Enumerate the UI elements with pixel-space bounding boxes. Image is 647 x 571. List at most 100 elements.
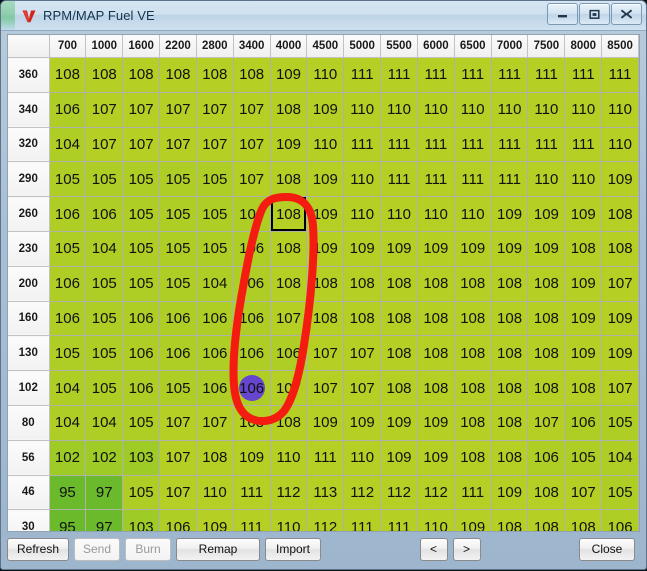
ve-cell[interactable]: 102 — [48, 439, 87, 476]
ve-cell[interactable]: 109 — [232, 439, 271, 476]
ve-cell[interactable]: 107 — [195, 404, 234, 441]
ve-cell[interactable]: 104 — [48, 126, 87, 163]
ve-cell[interactable]: 109 — [527, 230, 566, 267]
ve-cell[interactable]: 108 — [490, 404, 529, 441]
ve-cell[interactable]: 108 — [85, 57, 124, 93]
ve-cell[interactable]: 107 — [122, 126, 161, 163]
ve-cell[interactable]: 108 — [490, 370, 529, 406]
ve-cell[interactable]: 109 — [306, 161, 345, 198]
ve-cell[interactable]: 112 — [306, 509, 345, 531]
ve-cell[interactable]: 108 — [380, 300, 418, 337]
column-header[interactable]: 8500 — [601, 35, 639, 58]
ve-cell[interactable]: 105 — [159, 196, 197, 232]
ve-cell[interactable]: 111 — [232, 509, 271, 531]
ve-cell[interactable]: 109 — [453, 230, 492, 267]
ve-cell[interactable]: 111 — [416, 57, 455, 93]
column-header[interactable]: 3400 — [232, 35, 271, 58]
column-header[interactable]: 5500 — [380, 35, 418, 58]
ve-cell[interactable]: 107 — [85, 126, 124, 163]
ve-cell[interactable]: 107 — [269, 370, 308, 406]
ve-cell[interactable]: 109 — [490, 474, 529, 511]
ve-cell[interactable]: 111 — [564, 126, 603, 163]
ve-cell[interactable]: 109 — [306, 91, 345, 128]
ve-cell[interactable]: 108 — [490, 439, 529, 476]
ve-cell[interactable]: 109 — [306, 196, 345, 232]
ve-cell[interactable]: 103 — [122, 509, 161, 531]
column-header[interactable]: 700 — [48, 35, 87, 58]
row-header[interactable]: 360 — [8, 57, 50, 93]
ve-cell[interactable]: 106 — [48, 265, 87, 302]
ve-cell[interactable]: 109 — [269, 126, 308, 163]
column-header[interactable]: 2800 — [195, 35, 234, 58]
ve-cell[interactable]: 109 — [564, 300, 603, 337]
ve-cell[interactable]: 105 — [195, 161, 234, 198]
maximize-button[interactable] — [579, 3, 610, 25]
ve-cell[interactable]: 107 — [306, 370, 345, 406]
prev-page-button[interactable]: < — [419, 537, 448, 561]
column-header[interactable]: 1600 — [122, 35, 161, 58]
ve-cell[interactable]: 107 — [195, 91, 234, 128]
ve-cell[interactable]: 109 — [527, 196, 566, 232]
ve-cell[interactable]: 107 — [122, 91, 161, 128]
ve-cell[interactable]: 107 — [159, 91, 197, 128]
close-button[interactable] — [611, 3, 642, 25]
ve-cell[interactable]: 109 — [453, 509, 492, 531]
ve-cell[interactable]: 108 — [490, 300, 529, 337]
ve-cell[interactable]: 111 — [601, 57, 639, 93]
ve-cell[interactable]: 105 — [122, 196, 161, 232]
ve-cell[interactable]: 105 — [85, 300, 124, 337]
ve-cell[interactable]: 105 — [85, 161, 124, 198]
row-header[interactable]: 260 — [8, 196, 50, 232]
ve-cell[interactable]: 105 — [159, 230, 197, 267]
ve-table-container[interactable]: 700 1000 1600 2200 2800 3400 4000 4500 5000 5500 6… — [7, 34, 640, 532]
ve-cell[interactable]: 107 — [159, 439, 197, 476]
ve-cell[interactable]: 110 — [306, 57, 345, 93]
ve-cell[interactable]: 111 — [490, 161, 529, 198]
ve-cell[interactable]: 104 — [85, 404, 124, 441]
ve-cell[interactable]: 97 — [85, 474, 124, 511]
ve-cell[interactable]: 105 — [48, 230, 87, 267]
ve-cell[interactable]: 108 — [453, 439, 492, 476]
ve-cell[interactable]: 111 — [306, 439, 345, 476]
ve-cell[interactable]: 97 — [85, 509, 124, 531]
ve-cell[interactable]: 109 — [306, 230, 345, 267]
column-header[interactable]: 6500 — [453, 35, 492, 58]
ve-cell[interactable]: 105 — [85, 335, 124, 372]
close-dialog-button[interactable]: Close — [579, 537, 635, 561]
ve-cell[interactable]: 106 — [195, 300, 234, 337]
ve-cell[interactable]: 107 — [527, 404, 566, 441]
ve-cell[interactable]: 109 — [564, 265, 603, 302]
row-header[interactable]: 290 — [8, 161, 50, 198]
ve-cell[interactable]: 112 — [380, 474, 418, 511]
ve-cell[interactable]: 110 — [527, 91, 566, 128]
ve-cell[interactable]: 107 — [343, 370, 382, 406]
ve-cell[interactable]: 105 — [601, 404, 639, 441]
ve-cell[interactable]: 111 — [416, 126, 455, 163]
ve-cell[interactable]: 110 — [564, 161, 603, 198]
ve-cell[interactable]: 106 — [122, 335, 161, 372]
ve-cell[interactable]: 110 — [195, 474, 234, 511]
ve-cell[interactable]: 108 — [343, 265, 382, 302]
ve-cell[interactable]: 106 — [122, 300, 161, 337]
ve-cell[interactable]: 103 — [122, 439, 161, 476]
ve-cell[interactable]: 110 — [343, 439, 382, 476]
ve-cell[interactable]: 109 — [380, 404, 418, 441]
ve-cell[interactable]: 108 — [527, 474, 566, 511]
ve-cell[interactable]: 109 — [601, 161, 639, 198]
ve-cell[interactable]: 110 — [416, 196, 455, 232]
ve-cell[interactable]: 109 — [490, 230, 529, 267]
ve-cell[interactable]: 110 — [490, 91, 529, 128]
row-header[interactable]: 130 — [8, 335, 50, 372]
ve-cell[interactable]: 110 — [306, 126, 345, 163]
ve-cell[interactable]: 107 — [306, 335, 345, 372]
ve-cell[interactable]: 105 — [159, 370, 197, 406]
ve-cell[interactable]: 108 — [453, 265, 492, 302]
ve-cell[interactable]: 105 — [122, 474, 161, 511]
row-header[interactable]: 230 — [8, 230, 50, 267]
ve-cell[interactable]: 108 — [490, 265, 529, 302]
ve-cell[interactable]: 110 — [453, 91, 492, 128]
ve-cell[interactable]: 111 — [490, 57, 529, 93]
ve-cell[interactable]: 111 — [453, 161, 492, 198]
ve-cell[interactable]: 105 — [122, 230, 161, 267]
ve-cell[interactable]: 108 — [453, 404, 492, 441]
